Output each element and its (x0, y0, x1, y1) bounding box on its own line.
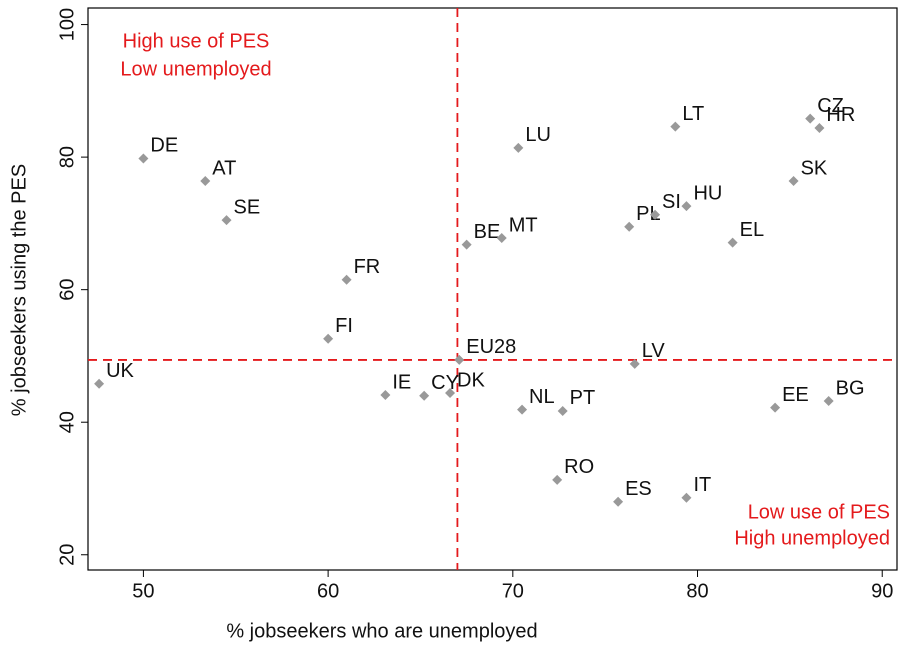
point (341, 274, 352, 285)
point (419, 390, 430, 401)
point-label: IE (392, 371, 411, 393)
point-label: LU (525, 124, 551, 146)
point-label: FI (335, 315, 353, 337)
point-label: SE (234, 196, 261, 218)
annotation: High use of PES (123, 30, 270, 52)
point-label: EU28 (466, 336, 516, 358)
y-tick-label: 80 (56, 146, 78, 168)
point (681, 201, 692, 212)
annotation: Low unemployed (120, 58, 271, 80)
point (138, 153, 149, 164)
point (613, 496, 624, 507)
point (624, 221, 635, 232)
point-label: NL (529, 386, 555, 408)
point (513, 142, 524, 153)
x-tick-label: 60 (317, 580, 339, 602)
point-label: BE (474, 221, 501, 243)
point-label: HR (826, 104, 855, 126)
point (805, 113, 816, 124)
y-tick-label: 60 (56, 279, 78, 301)
x-tick-label: 80 (686, 580, 708, 602)
point-label: SI (662, 191, 681, 213)
point-label: CY (431, 372, 459, 394)
point-label: FR (354, 256, 381, 278)
point-label: BG (836, 377, 865, 399)
point (814, 122, 825, 133)
point-label: EL (740, 219, 764, 241)
point-label: EE (782, 384, 809, 406)
point (323, 333, 334, 344)
point (200, 175, 211, 186)
point (681, 492, 692, 503)
point (94, 378, 105, 389)
point (727, 237, 738, 248)
point (557, 405, 568, 416)
point (629, 358, 640, 369)
point-label: PL (636, 203, 660, 225)
point-label: RO (564, 456, 594, 478)
point-label: PT (570, 387, 596, 409)
point (552, 474, 563, 485)
point (788, 175, 799, 186)
point (445, 388, 456, 399)
plot-frame (87, 7, 898, 571)
point-label: UK (106, 360, 134, 382)
y-tick-label: 100 (56, 8, 78, 41)
point (380, 390, 391, 401)
y-tick-label: 40 (56, 411, 78, 433)
point-label: ES (625, 478, 652, 500)
point (454, 354, 465, 365)
point (496, 232, 507, 243)
point-label: HU (693, 182, 722, 204)
point-label: AT (212, 157, 236, 179)
x-tick-label: 70 (502, 580, 524, 602)
point (221, 215, 232, 226)
x-axis-title: % jobseekers who are unemployed (226, 620, 537, 642)
point (770, 402, 781, 413)
point (650, 209, 661, 220)
point (823, 396, 834, 407)
point-label: MT (509, 214, 538, 236)
point (670, 121, 681, 132)
point-label: CZ (817, 95, 844, 117)
point (461, 239, 472, 250)
y-axis-title: % jobseekers using the PES (8, 164, 30, 416)
point-label: LT (682, 103, 704, 125)
point (517, 404, 528, 415)
x-tick-label: 90 (871, 580, 893, 602)
point-label: DK (457, 369, 485, 391)
y-tick-label: 20 (56, 544, 78, 566)
point-label: SK (801, 157, 828, 179)
annotation: High unemployed (734, 527, 890, 549)
point-label: DE (150, 135, 178, 157)
point-label: IT (693, 474, 711, 496)
annotation: Low use of PES (748, 501, 890, 523)
point-label: LV (642, 340, 666, 362)
x-tick-label: 50 (132, 580, 154, 602)
